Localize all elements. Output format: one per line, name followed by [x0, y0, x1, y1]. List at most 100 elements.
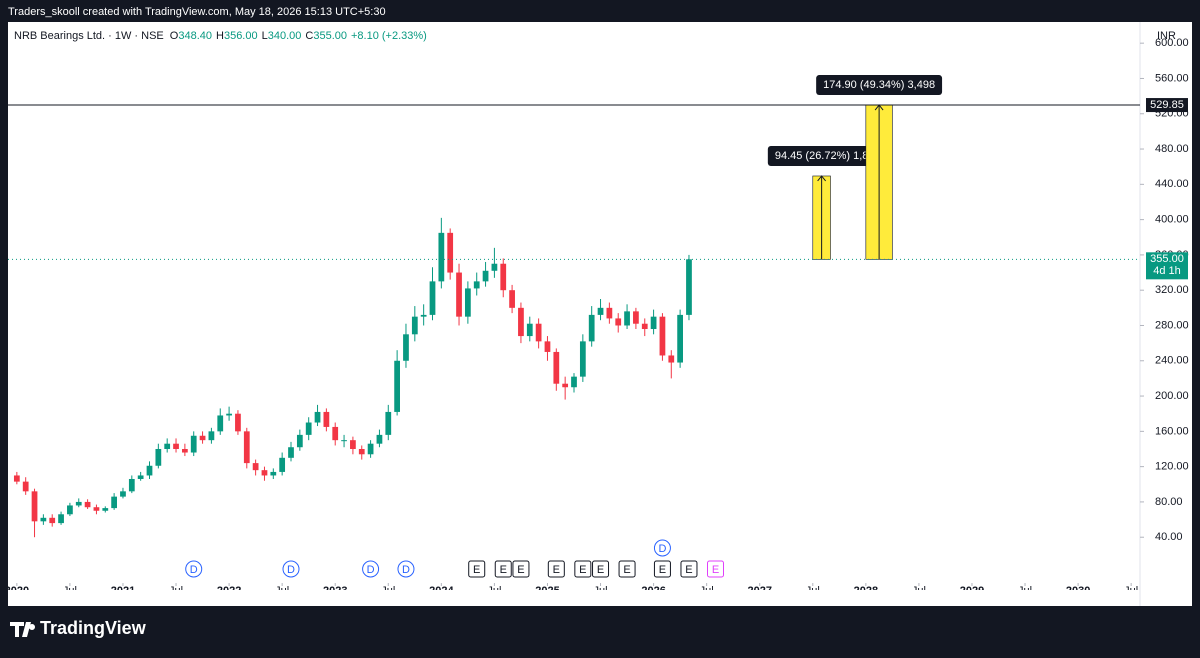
last-price-label: 355.00	[1150, 253, 1184, 265]
candle-body	[235, 413, 241, 432]
plot: 2020 Jul 2021 Jul 2022 Jul 2023 Jul 2024 Jul 2025 J…	[8, 75, 1138, 597]
candle-body	[22, 481, 29, 492]
measure-label-box	[816, 75, 943, 96]
event-label: E	[685, 564, 692, 576]
candle-body	[535, 323, 542, 342]
candle-body	[367, 443, 374, 455]
candle-body	[650, 316, 657, 330]
change: +8.10 (+2.33%)	[351, 30, 427, 42]
y-tick-label: 120.00	[1155, 461, 1189, 473]
candle-body	[544, 341, 551, 352]
candle-body	[633, 311, 639, 324]
y-tick-label: 160.00	[1155, 425, 1189, 437]
ohlc-value: 348.40	[178, 30, 212, 42]
x-tick-label: 2030	[1066, 585, 1090, 597]
symbol: NRB Bearings Ltd. · 1W · NSE	[14, 30, 164, 42]
event-label: E	[553, 564, 560, 576]
y-tick-label: 320.00	[1155, 284, 1189, 296]
y-tick-label: 280.00	[1155, 319, 1189, 331]
candle-body	[270, 471, 277, 476]
x-tick-label: Jul	[912, 585, 926, 597]
candle-body	[482, 270, 489, 282]
candle-body	[31, 491, 38, 522]
earnings-marker	[512, 560, 530, 578]
last-price-box	[1146, 252, 1188, 280]
logo-mark	[10, 622, 36, 637]
event-label: E	[623, 564, 630, 576]
candle-body	[155, 448, 162, 466]
hline-label: 529.85	[1150, 99, 1184, 111]
candle-body	[579, 341, 586, 377]
attribution: Traders_skooll created with TradingView.…	[8, 6, 386, 18]
candle-body	[146, 465, 153, 476]
event-label: E	[712, 564, 719, 576]
candle-body	[182, 448, 188, 453]
candle-body	[102, 508, 109, 511]
event-label: E	[579, 564, 586, 576]
x-tick-label: Jul	[169, 585, 183, 597]
y-tick-label: 40.00	[1155, 531, 1183, 543]
event-label: E	[500, 564, 507, 576]
candle-body	[411, 316, 418, 335]
candle-body	[403, 334, 409, 361]
event-label: E	[659, 564, 666, 576]
earnings-marker	[574, 560, 592, 578]
ohlc-value: 356.00	[224, 30, 258, 42]
candle-body	[420, 314, 427, 317]
candle-body	[438, 232, 445, 282]
candle-body	[553, 351, 560, 384]
candle-body	[252, 463, 259, 471]
candle-body	[588, 314, 595, 342]
candle-body	[164, 443, 171, 449]
earnings-marker	[680, 560, 698, 578]
dividend-marker	[653, 539, 671, 557]
candle-body	[67, 505, 73, 515]
candle-body	[296, 434, 303, 448]
candle-body	[659, 316, 666, 356]
hline-label-box	[1146, 98, 1188, 113]
dividend-marker	[282, 560, 300, 578]
y-tick-label: 480.00	[1155, 143, 1189, 155]
candle-body	[75, 501, 82, 506]
candle-body	[288, 447, 294, 458]
candle-body	[491, 263, 498, 271]
ohlc-key: L	[262, 30, 268, 42]
candle-body	[624, 311, 630, 326]
x-tick-label: Jul	[63, 585, 77, 597]
candle-body	[571, 376, 577, 388]
event-label: E	[517, 564, 524, 576]
event-label: E	[473, 564, 480, 576]
event-label: D	[287, 564, 295, 576]
x-tick-label: 2023	[323, 585, 347, 597]
x-tick-label: Jul	[1124, 585, 1138, 597]
candle-body	[199, 435, 206, 441]
x-tick-label: 2027	[747, 585, 771, 597]
earnings-marker	[653, 560, 671, 578]
y-tick-label: 240.00	[1155, 355, 1189, 367]
y-tick-label: 200.00	[1155, 390, 1189, 402]
earnings-marker	[547, 560, 565, 578]
measure-label-box	[767, 145, 876, 166]
candle-body	[641, 323, 648, 330]
candle-body	[305, 422, 312, 435]
y-tick-label: 440.00	[1155, 178, 1189, 190]
earnings-marker	[468, 560, 486, 578]
candle-body	[358, 448, 365, 455]
candle-body	[120, 491, 126, 497]
x-tick-label: Jul	[487, 585, 501, 597]
candle-body	[677, 314, 683, 363]
candle-body	[84, 501, 91, 508]
currency: INR	[1157, 30, 1176, 42]
candle-body	[447, 232, 454, 273]
y-tick-label: 600.00	[1155, 37, 1189, 49]
ohlc-value: 340.00	[268, 30, 302, 42]
x-tick-label: 2022	[217, 585, 241, 597]
candle-body	[111, 496, 117, 509]
candle-body	[597, 307, 604, 315]
x-tick-label: Jul	[1018, 585, 1032, 597]
candle-body	[208, 431, 215, 441]
candle-body	[40, 517, 47, 522]
candle-body	[686, 259, 692, 315]
x-tick-label: Jul	[700, 585, 714, 597]
